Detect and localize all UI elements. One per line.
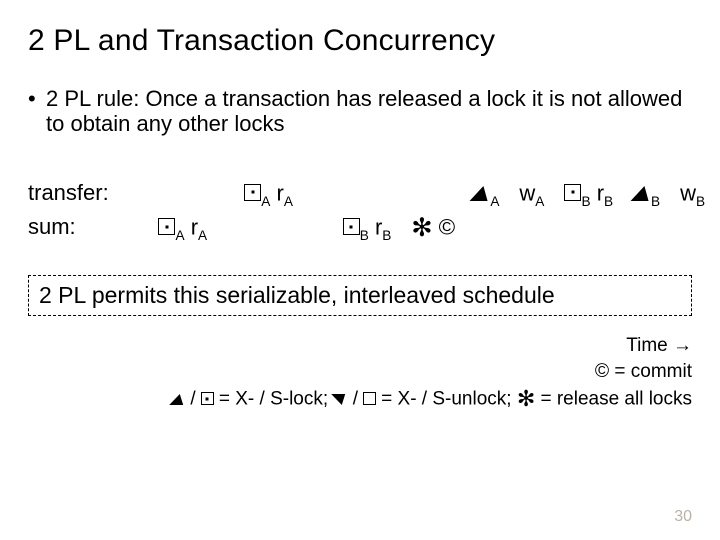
- release-icon: ✻: [411, 214, 432, 242]
- sub-a: A: [175, 228, 184, 243]
- op-r: r: [277, 180, 284, 205]
- commit-icon: ©: [439, 214, 456, 239]
- schedule-block: transfer: A rA A wA B rB B wB ✻ © sum: A…: [28, 177, 692, 246]
- op-w: w: [519, 180, 535, 205]
- xunlock-icon: [333, 388, 347, 409]
- commit-icon: ©: [595, 360, 609, 382]
- op-r: r: [597, 180, 604, 205]
- bullet-item: • 2 PL rule: Once a transaction has rele…: [28, 86, 692, 137]
- legend-time: Time →: [28, 334, 692, 359]
- sub-a: A: [490, 194, 499, 209]
- sub-b: B: [382, 228, 391, 243]
- unlock-icon: [363, 388, 376, 409]
- slide-title: 2 PL and Transaction Concurrency: [28, 24, 692, 58]
- lock-icon: [158, 214, 175, 239]
- page-number: 30: [674, 508, 692, 526]
- note-box: 2 PL permits this serializable, interlea…: [28, 275, 692, 316]
- op-r: r: [191, 214, 198, 239]
- xlock-icon: [472, 180, 490, 205]
- legend-commit: © = commit: [28, 359, 692, 385]
- sum-label: sum:: [28, 212, 76, 242]
- sub-b: B: [360, 228, 369, 243]
- sub-b: B: [581, 194, 590, 209]
- op-w: w: [680, 180, 696, 205]
- transfer-label: transfer:: [28, 178, 109, 208]
- bullet-dot: •: [28, 86, 46, 137]
- schedule-row-sum: sum: A rA B rB ✻ ©: [28, 211, 692, 245]
- lock-icon: [201, 388, 214, 409]
- lock-icon: [564, 180, 581, 205]
- xlock-icon: [633, 180, 651, 205]
- schedule-row-transfer: transfer: A rA A wA B rB B wB ✻ ©: [28, 177, 692, 211]
- sub-a: A: [535, 194, 544, 209]
- bullet-text: 2 PL rule: Once a transaction has releas…: [46, 86, 692, 137]
- sub-a: A: [261, 194, 270, 209]
- sub-a: A: [198, 228, 207, 243]
- lock-icon: [244, 180, 261, 205]
- sub-b: B: [651, 194, 660, 209]
- xlock-icon: [171, 388, 185, 409]
- lock-icon: [343, 214, 360, 239]
- legend: Time → © = commit / = X- / S-lock; / = X…: [28, 334, 692, 413]
- release-icon: ✻: [517, 386, 535, 411]
- sub-b: B: [696, 194, 705, 209]
- sub-a: A: [284, 194, 293, 209]
- sub-b: B: [604, 194, 613, 209]
- legend-locks: / = X- / S-lock; / = X- / S-unlock; ✻ = …: [28, 385, 692, 413]
